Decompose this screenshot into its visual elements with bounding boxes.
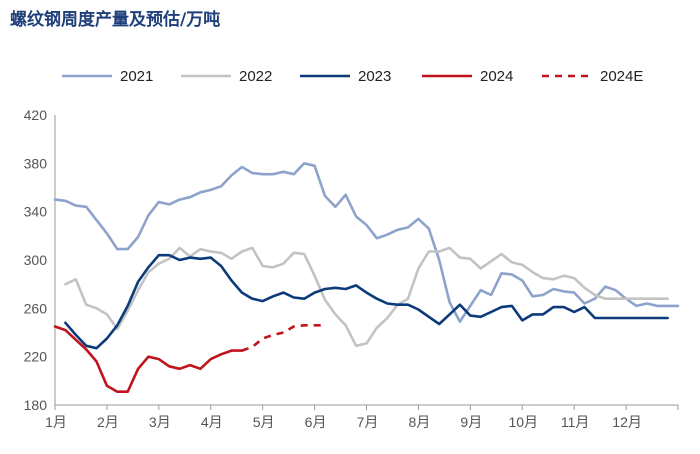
y-tick-label: 300 [24,252,48,268]
chart-title: 螺纹钢周度产量及预估/万吨 [10,10,221,30]
y-tick-label: 340 [24,204,48,220]
x-tick-label: 1月 [45,414,67,430]
x-tick-label: 12月 [612,414,642,430]
x-tick-label: 6月 [305,414,327,430]
series-line-2024e [241,323,325,352]
series-line-2021 [53,162,680,323]
x-tick-label: 5月 [253,414,275,430]
x-tick-label: 10月 [508,414,538,430]
chart-axes: 180 220 260 300 340 380 420 1月 2月 3月 4月 5月 6月 7月 8月 9月 1… [24,107,679,430]
series-line-2022 [64,246,669,348]
x-tick-label: 11月 [561,414,590,430]
legend-label-2023: 2023 [358,68,391,85]
y-tick-label: 380 [24,155,48,171]
chart-legend: 2021 2022 2023 2024 2024E [62,68,643,85]
series-line-2024 [53,325,244,394]
x-tick-label: 4月 [201,414,223,430]
legend-label-2024: 2024 [480,68,513,85]
y-tick-label: 260 [24,300,48,316]
x-tick-label: 2月 [97,414,119,430]
x-tick-label: 9月 [460,414,482,430]
legend-label-2022: 2022 [239,68,272,85]
y-tick-label: 420 [24,107,48,123]
x-tick-label: 3月 [149,414,171,430]
y-tick-label: 220 [24,349,48,365]
series-line-2023 [64,253,669,350]
x-tick-label: 7月 [357,414,379,430]
x-tick-label: 8月 [409,414,431,430]
legend-label-2024e: 2024E [600,68,643,85]
y-tick-label: 180 [24,397,48,413]
legend-label-2021: 2021 [120,68,153,85]
chart-series [53,162,680,394]
